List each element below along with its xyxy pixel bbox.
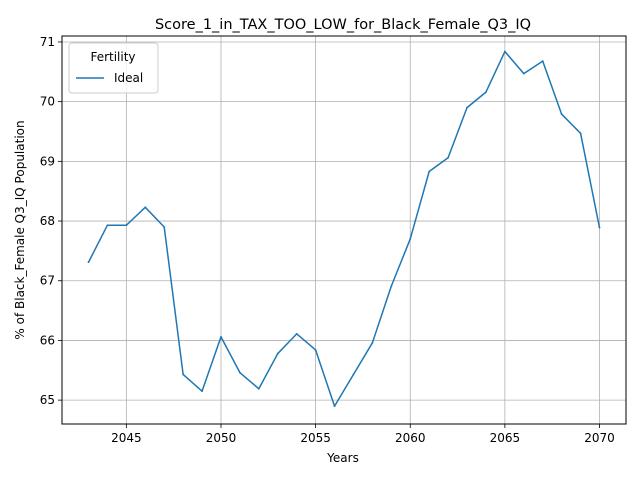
legend-label-ideal: Ideal: [114, 71, 143, 85]
data-point: [390, 285, 393, 288]
data-point: [522, 72, 525, 75]
y-tick-label: 65: [40, 393, 55, 407]
y-tick-label: 70: [40, 95, 55, 109]
data-point: [541, 60, 544, 62]
y-tick-label: 67: [40, 274, 55, 288]
data-point: [239, 371, 241, 374]
grid-lines: [62, 36, 626, 424]
plot-frame: [61, 35, 627, 425]
data-point: [579, 132, 582, 135]
data-point: [371, 341, 374, 344]
x-axis-label: Years: [326, 451, 359, 465]
series-line-ideal: [87, 50, 601, 407]
data-point: [447, 156, 449, 159]
y-axis-ticks: 65 66 67 68 69 70 71: [40, 35, 62, 407]
x-tick-label: 2050: [206, 431, 237, 445]
data-point: [314, 349, 317, 351]
data-point: [295, 332, 298, 335]
x-tick-label: 2055: [300, 431, 331, 445]
data-point: [106, 224, 109, 227]
data-point: [276, 352, 279, 355]
data-point: [144, 206, 147, 209]
x-tick-label: 2065: [490, 431, 521, 445]
data-point: [201, 390, 203, 393]
y-axis-label: % of Black_Female Q3_IQ Population: [13, 120, 27, 339]
legend-title: Fertility: [90, 50, 135, 64]
data-point: [220, 335, 222, 338]
data-point: [560, 113, 563, 116]
data-point: [257, 387, 260, 390]
data-point: [428, 170, 431, 173]
legend-box: [68, 42, 159, 94]
y-tick-label: 68: [40, 214, 55, 228]
data-point: [485, 91, 487, 94]
data-point: [598, 226, 601, 229]
data-point: [333, 405, 336, 407]
data-point: [163, 226, 166, 228]
x-tick-label: 2070: [584, 431, 615, 445]
y-tick-label: 71: [40, 35, 55, 49]
x-tick-label: 2060: [395, 431, 426, 445]
data-point: [503, 50, 506, 53]
chart-title: Score_1_in_TAX_TOO_LOW_for_Black_Female_…: [155, 17, 531, 33]
plot-area: [87, 50, 601, 407]
legend: Fertility Ideal: [68, 42, 159, 94]
data-point: [409, 238, 412, 240]
data-point: [466, 106, 468, 109]
x-tick-label: 2045: [111, 431, 142, 445]
data-point: [182, 373, 185, 376]
y-tick-label: 69: [40, 154, 55, 168]
data-point: [87, 261, 90, 264]
y-tick-label: 66: [40, 333, 55, 347]
x-axis-ticks: 2045 2050 2055 2060 2065 2070: [111, 424, 615, 445]
data-point: [352, 373, 355, 376]
data-point: [125, 224, 128, 227]
